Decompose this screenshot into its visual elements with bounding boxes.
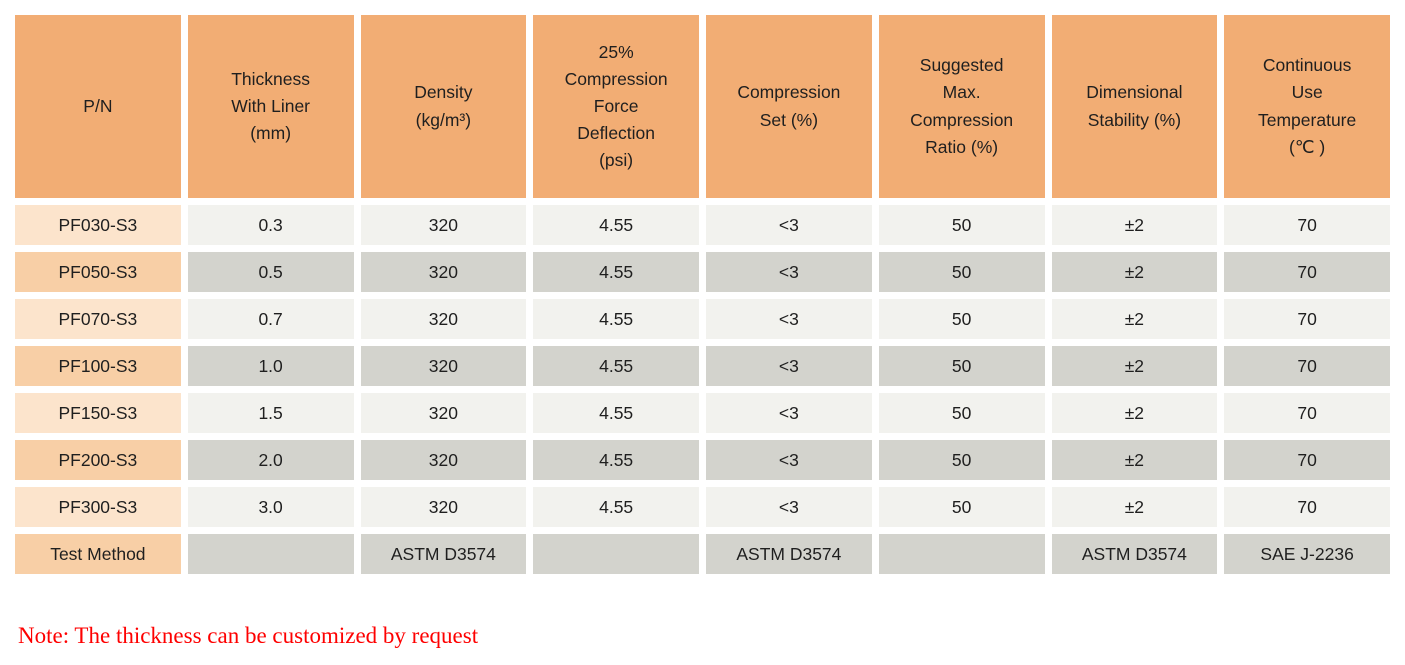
- table-row-pf150: PF150-S3 1.5 320 4.55 <3 50 ±2 70: [15, 393, 1390, 433]
- density-cell: 320: [360, 252, 527, 292]
- continuous-use-temperature-cell: 70: [1224, 346, 1390, 386]
- compression-set-cell: <3: [706, 346, 872, 386]
- part-number-cell: PF200-S3: [15, 440, 181, 480]
- table-row-pf050: PF050-S3 0.5 320 4.55 <3 50 ±2 70: [15, 252, 1390, 292]
- density-cell: 320: [360, 440, 527, 480]
- dimensional-stability-cell: ±2: [1051, 346, 1218, 386]
- cfd-cell: 4.55: [533, 299, 699, 339]
- cfd-cell: [533, 534, 699, 574]
- max-compression-ratio-cell: 50: [878, 252, 1045, 292]
- part-number-cell: PF070-S3: [15, 299, 181, 339]
- thickness-cell: 0.7: [187, 299, 354, 339]
- column-header-dimensional-stability: Dimensional Stability (%): [1051, 15, 1218, 198]
- table-row-test-method: Test Method ASTM D3574 ASTM D3574 ASTM D…: [15, 534, 1390, 574]
- max-compression-ratio-cell: 50: [878, 346, 1045, 386]
- dimensional-stability-cell: ±2: [1051, 205, 1218, 245]
- compression-set-cell: <3: [706, 299, 872, 339]
- density-cell: 320: [360, 346, 527, 386]
- thickness-cell: [187, 534, 354, 574]
- max-compression-ratio-cell: 50: [878, 487, 1045, 527]
- part-number-cell: PF050-S3: [15, 252, 181, 292]
- continuous-use-temperature-cell: 70: [1224, 205, 1390, 245]
- density-cell: 320: [360, 487, 527, 527]
- dimensional-stability-cell: ±2: [1051, 487, 1218, 527]
- column-header-compression-set: Compression Set (%): [706, 15, 872, 198]
- dimensional-stability-cell: ±2: [1051, 299, 1218, 339]
- part-number-cell: PF030-S3: [15, 205, 181, 245]
- cfd-cell: 4.55: [533, 252, 699, 292]
- part-number-cell: PF300-S3: [15, 487, 181, 527]
- max-compression-ratio-cell: 50: [878, 299, 1045, 339]
- thickness-cell: 1.0: [187, 346, 354, 386]
- column-header-thickness: Thickness With Liner (mm): [187, 15, 354, 198]
- dimensional-stability-cell: ASTM D3574: [1051, 534, 1218, 574]
- cfd-cell: 4.55: [533, 393, 699, 433]
- max-compression-ratio-cell: 50: [878, 440, 1045, 480]
- thickness-cell: 1.5: [187, 393, 354, 433]
- continuous-use-temperature-cell: 70: [1224, 440, 1390, 480]
- dimensional-stability-cell: ±2: [1051, 440, 1218, 480]
- test-method-label-cell: Test Method: [15, 534, 181, 574]
- compression-set-cell: <3: [706, 252, 872, 292]
- continuous-use-temperature-cell: 70: [1224, 252, 1390, 292]
- header-row: P/N Thickness With Liner (mm) Density (k…: [15, 15, 1390, 198]
- table-header: P/N Thickness With Liner (mm) Density (k…: [15, 15, 1390, 198]
- density-cell: ASTM D3574: [360, 534, 527, 574]
- cfd-cell: 4.55: [533, 346, 699, 386]
- thickness-cell: 0.5: [187, 252, 354, 292]
- thickness-cell: 0.3: [187, 205, 354, 245]
- table-row-pf100: PF100-S3 1.0 320 4.55 <3 50 ±2 70: [15, 346, 1390, 386]
- dimensional-stability-cell: ±2: [1051, 252, 1218, 292]
- column-header-continuous-use-temperature: Continuous Use Temperature (℃ ): [1224, 15, 1390, 198]
- thickness-cell: 2.0: [187, 440, 354, 480]
- table-row-pf300: PF300-S3 3.0 320 4.55 <3 50 ±2 70: [15, 487, 1390, 527]
- continuous-use-temperature-cell: 70: [1224, 299, 1390, 339]
- compression-set-cell: <3: [706, 440, 872, 480]
- cfd-cell: 4.55: [533, 440, 699, 480]
- compression-set-cell: <3: [706, 205, 872, 245]
- compression-set-cell: ASTM D3574: [706, 534, 872, 574]
- column-header-density: Density (kg/m³): [360, 15, 527, 198]
- compression-set-cell: <3: [706, 487, 872, 527]
- table-row-pf030: PF030-S3 0.3 320 4.55 <3 50 ±2 70: [15, 205, 1390, 245]
- product-spec-table: P/N Thickness With Liner (mm) Density (k…: [8, 8, 1397, 581]
- density-cell: 320: [360, 299, 527, 339]
- continuous-use-temperature-cell: 70: [1224, 487, 1390, 527]
- max-compression-ratio-cell: 50: [878, 393, 1045, 433]
- dimensional-stability-cell: ±2: [1051, 393, 1218, 433]
- table-row-pf200: PF200-S3 2.0 320 4.55 <3 50 ±2 70: [15, 440, 1390, 480]
- table-body: PF030-S3 0.3 320 4.55 <3 50 ±2 70 PF050-…: [15, 205, 1390, 574]
- max-compression-ratio-cell: 50: [878, 205, 1045, 245]
- table-row-pf070: PF070-S3 0.7 320 4.55 <3 50 ±2 70: [15, 299, 1390, 339]
- column-header-compression-force-deflection: 25% Compression Force Deflection (psi): [533, 15, 699, 198]
- compression-set-cell: <3: [706, 393, 872, 433]
- cfd-cell: 4.55: [533, 487, 699, 527]
- column-header-max-compression-ratio: Suggested Max. Compression Ratio (%): [878, 15, 1045, 198]
- thickness-cell: 3.0: [187, 487, 354, 527]
- note-text: Note: The thickness can be customized by…: [18, 623, 479, 648]
- column-header-pn: P/N: [15, 15, 181, 198]
- part-number-cell: PF150-S3: [15, 393, 181, 433]
- part-number-cell: PF100-S3: [15, 346, 181, 386]
- max-compression-ratio-cell: [878, 534, 1045, 574]
- cfd-cell: 4.55: [533, 205, 699, 245]
- continuous-use-temperature-cell: 70: [1224, 393, 1390, 433]
- density-cell: 320: [360, 393, 527, 433]
- continuous-use-temperature-cell: SAE J-2236: [1224, 534, 1390, 574]
- density-cell: 320: [360, 205, 527, 245]
